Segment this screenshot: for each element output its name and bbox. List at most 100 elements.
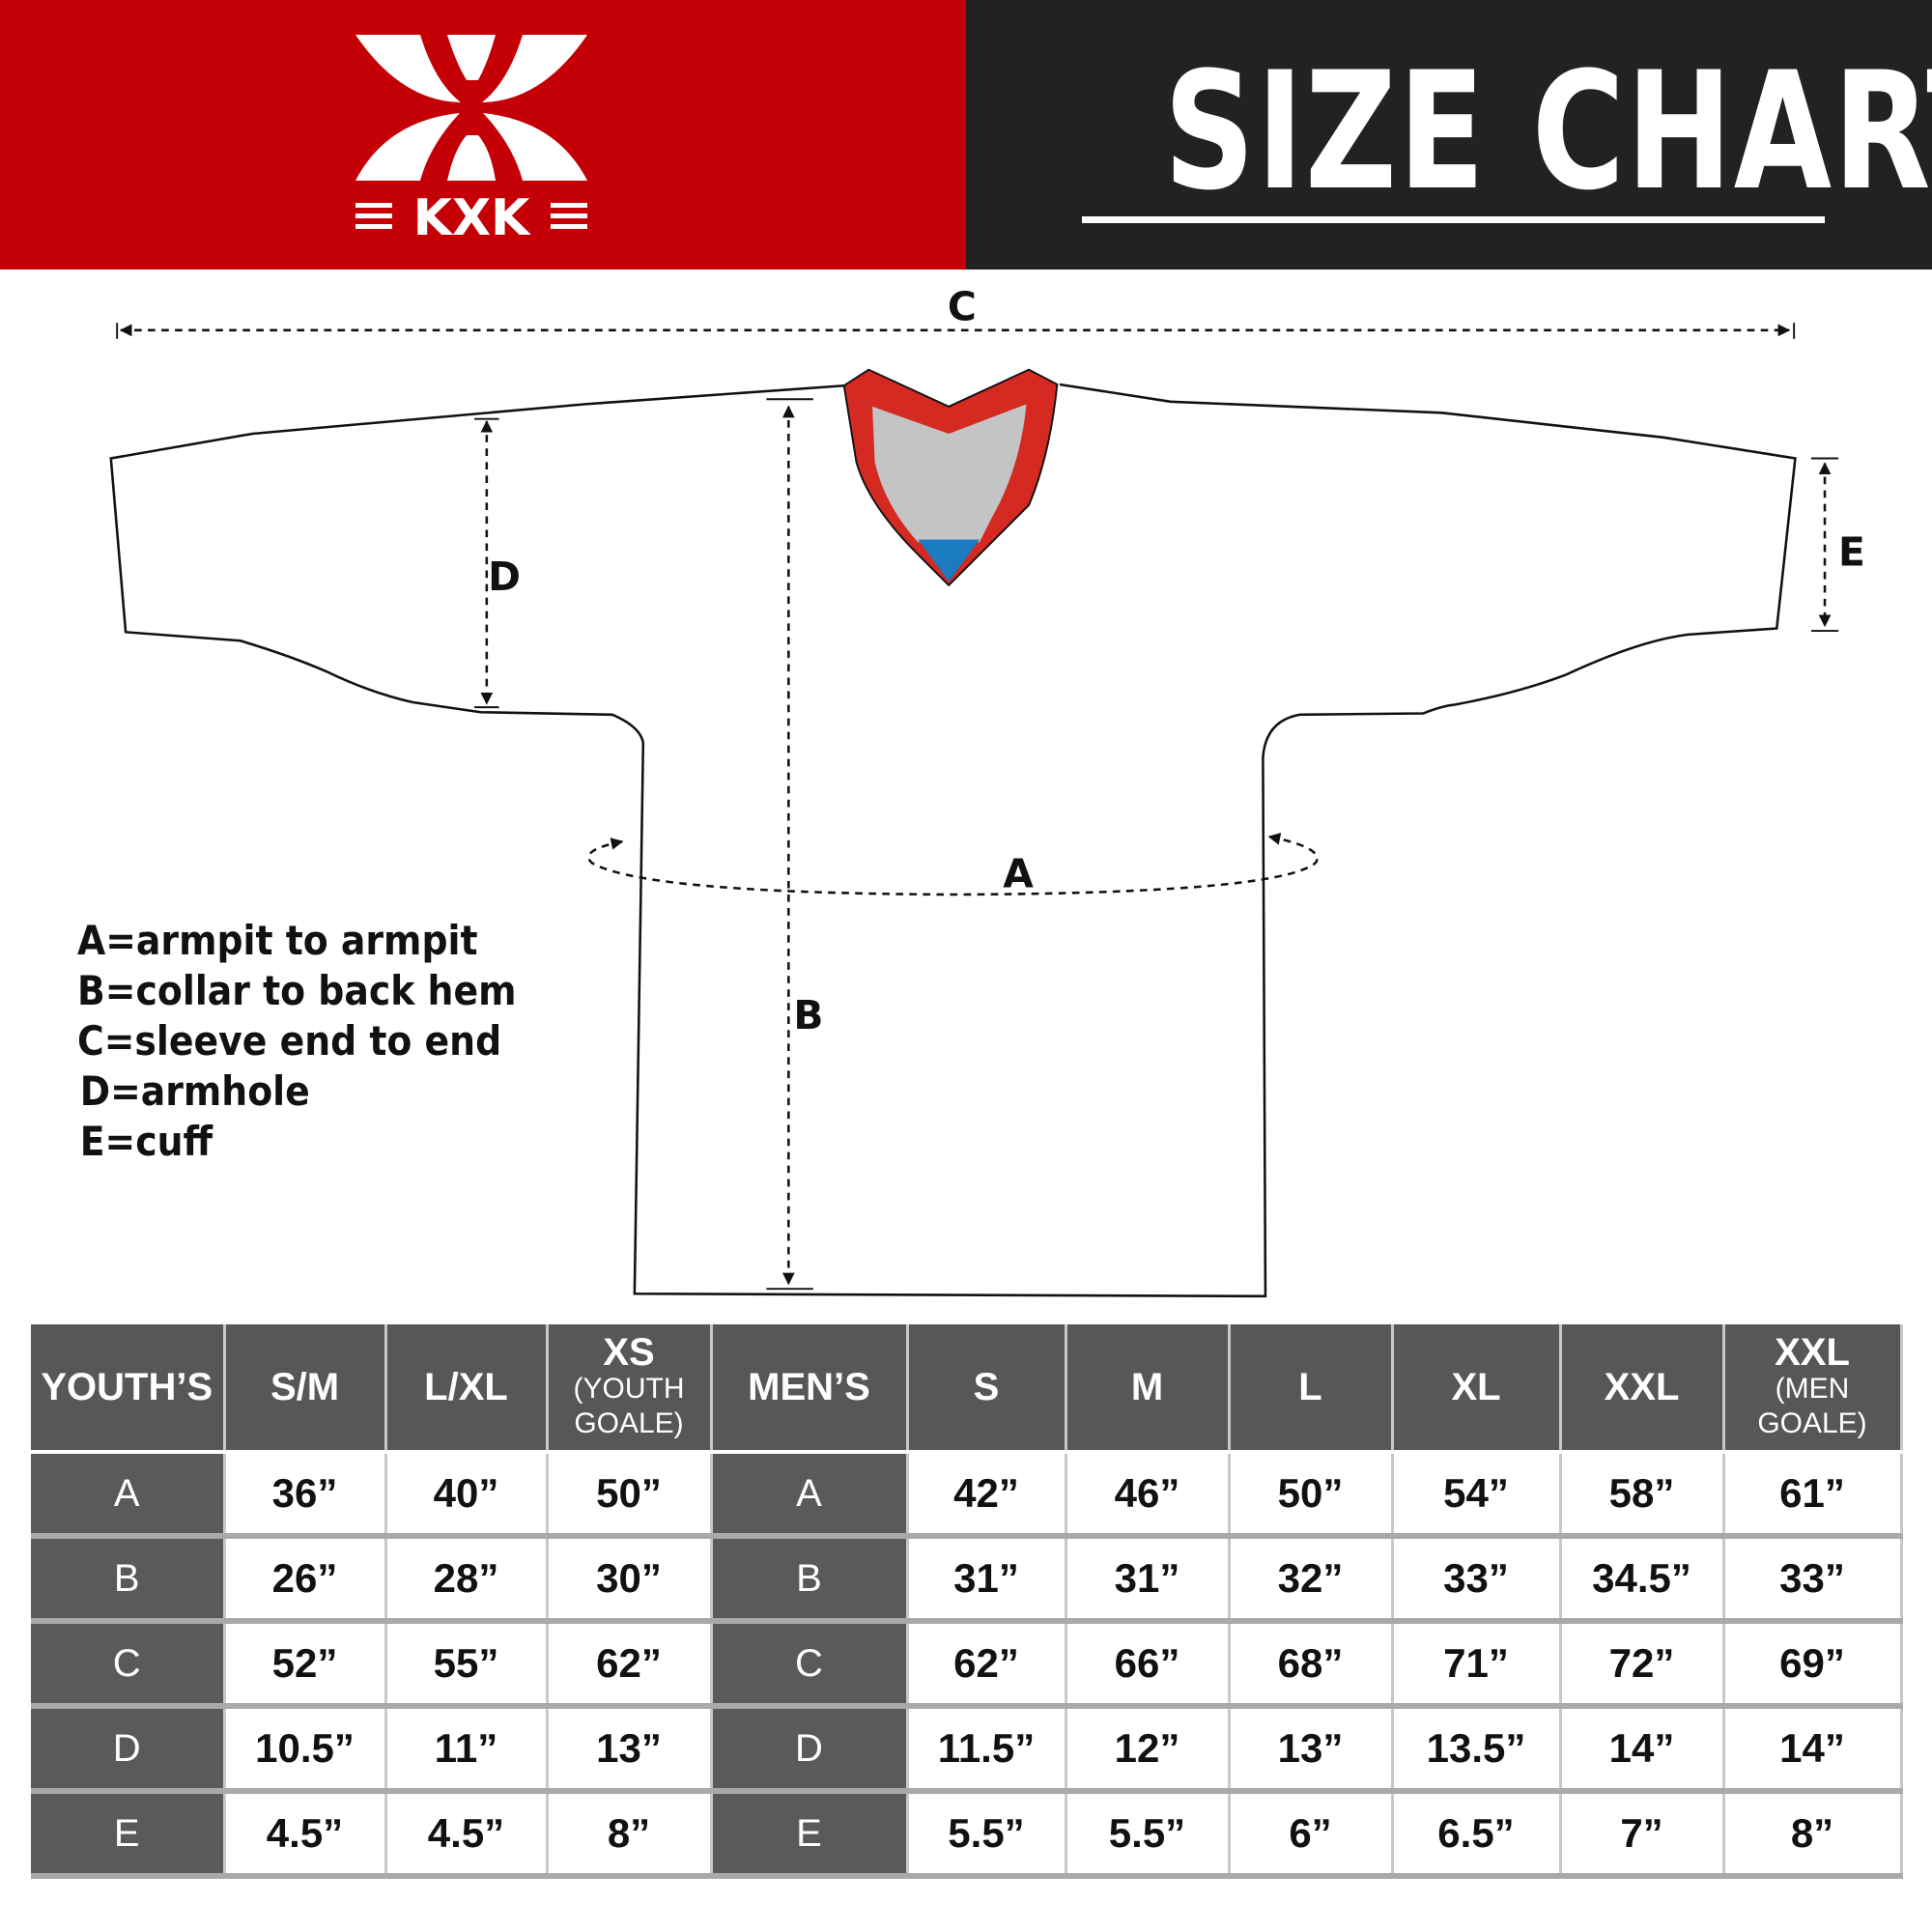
measurement-cell: 52” bbox=[224, 1618, 387, 1706]
measurement-cell: 66” bbox=[1065, 1618, 1231, 1706]
size-table: YOUTH’S S/M L/XL XS (YOUTH GOALE) MEN’S S M L XL XX… bbox=[31, 1324, 1903, 1879]
row-label-cell: D bbox=[31, 1703, 226, 1791]
column-header: S bbox=[907, 1324, 1067, 1452]
column-header-label: M bbox=[1130, 1366, 1164, 1408]
column-header: XL bbox=[1392, 1324, 1562, 1452]
measurement-cell: 28” bbox=[385, 1533, 549, 1621]
measurement-cell: 13” bbox=[547, 1703, 713, 1791]
label-e: E bbox=[1838, 528, 1865, 575]
table-row: B 26” 28” 30” B 31” 31” 32” 33” 34.5” 33” bbox=[31, 1533, 1903, 1621]
column-header: XXL bbox=[1560, 1324, 1725, 1452]
column-header: L bbox=[1229, 1324, 1394, 1452]
column-header-label: L bbox=[1298, 1366, 1322, 1408]
measure-a-line bbox=[587, 833, 1319, 896]
column-header-label: XL bbox=[1451, 1366, 1501, 1408]
row-label-cell: A bbox=[31, 1450, 226, 1536]
column-header: YOUTH’S bbox=[31, 1324, 226, 1452]
table-header-row: YOUTH’S S/M L/XL XS (YOUTH GOALE) MEN’S S M L XL XX… bbox=[31, 1324, 1903, 1452]
measurement-cell: 34.5” bbox=[1560, 1533, 1725, 1621]
legend-item: B=collar to back hem bbox=[77, 967, 517, 1014]
column-header-label: YOUTH’S bbox=[41, 1366, 213, 1408]
measurement-cell: 62” bbox=[907, 1618, 1067, 1706]
label-d: D bbox=[488, 554, 521, 600]
collar-notch bbox=[918, 539, 980, 582]
label-c: C bbox=[948, 284, 977, 330]
logo-text: KXK bbox=[413, 189, 531, 247]
measurement-legend: A=armpit to armpit B=collar to back hem … bbox=[77, 916, 516, 1167]
measurement-cell: 33” bbox=[1392, 1533, 1562, 1621]
measurement-cell: 8” bbox=[1723, 1788, 1903, 1879]
column-header-sublabel: GOALE) bbox=[574, 1407, 684, 1439]
column-header-label: S bbox=[973, 1366, 1000, 1408]
row-label-cell: C bbox=[31, 1618, 226, 1706]
measurement-cell: 40” bbox=[385, 1450, 549, 1536]
header-title-panel bbox=[966, 0, 1932, 270]
measurement-cell: 10.5” bbox=[224, 1703, 387, 1791]
measurement-cell: 4.5” bbox=[385, 1788, 549, 1879]
measurement-cell: 5.5” bbox=[1065, 1788, 1231, 1879]
measurement-cell: 72” bbox=[1560, 1618, 1725, 1706]
measurement-cell: 4.5” bbox=[224, 1788, 387, 1879]
measurement-cell: 61” bbox=[1723, 1450, 1903, 1536]
row-label-cell: D bbox=[711, 1703, 909, 1791]
measurement-cell: 58” bbox=[1560, 1450, 1725, 1536]
measurement-cell: 32” bbox=[1229, 1533, 1394, 1621]
column-header-label: XS bbox=[603, 1331, 655, 1374]
table-row: E 4.5” 4.5” 8” E 5.5” 5.5” 6” 6.5” 7” 8” bbox=[31, 1788, 1903, 1879]
measurement-cell: 31” bbox=[907, 1533, 1067, 1621]
measurement-cell: 6.5” bbox=[1392, 1788, 1562, 1879]
measurement-cell: 11.5” bbox=[907, 1703, 1067, 1791]
measurement-cell: 14” bbox=[1723, 1703, 1903, 1791]
table-row: A 36” 40” 50” A 42” 46” 50” 54” 58” 61” bbox=[31, 1450, 1903, 1536]
column-header-sublabel: (YOUTH bbox=[573, 1373, 685, 1405]
column-header-label: MEN’S bbox=[748, 1366, 870, 1408]
table-row: D 10.5” 11” 13” D 11.5” 12” 13” 13.5” 14” 14” bbox=[31, 1703, 1903, 1791]
measurement-cell: 50” bbox=[1229, 1450, 1394, 1536]
row-label-cell: B bbox=[31, 1533, 226, 1621]
label-a: A bbox=[1003, 850, 1034, 896]
title-underline bbox=[1082, 216, 1825, 223]
kxk-logo: KXK bbox=[355, 35, 587, 247]
measurement-cell: 42” bbox=[907, 1450, 1067, 1536]
measurement-cell: 14” bbox=[1560, 1703, 1725, 1791]
row-label-cell: E bbox=[31, 1788, 226, 1879]
column-header-label: XXL bbox=[1775, 1331, 1850, 1374]
row-label-cell: E bbox=[711, 1788, 909, 1879]
measurement-cell: 7” bbox=[1560, 1788, 1725, 1879]
measurement-cell: 68” bbox=[1229, 1618, 1394, 1706]
measurement-cell: 69” bbox=[1723, 1618, 1903, 1706]
column-header: S/M bbox=[224, 1324, 387, 1452]
legend-item: E=cuff bbox=[79, 1118, 213, 1165]
measurement-cell: 11” bbox=[385, 1703, 549, 1791]
column-header: MEN’S bbox=[711, 1324, 909, 1452]
row-label-cell: C bbox=[711, 1618, 909, 1706]
measurement-cell: 8” bbox=[547, 1788, 713, 1879]
column-header-sublabel: GOALE) bbox=[1757, 1407, 1867, 1439]
measurement-cell: 54” bbox=[1392, 1450, 1562, 1536]
column-header: M bbox=[1065, 1324, 1231, 1452]
column-header-label: L/XL bbox=[424, 1366, 508, 1408]
measurement-cell: 30” bbox=[547, 1533, 713, 1621]
measurement-cell: 13” bbox=[1229, 1703, 1394, 1791]
column-header: XXL (MEN GOALE) bbox=[1723, 1324, 1903, 1452]
legend-item: A=armpit to armpit bbox=[77, 917, 478, 964]
measurement-cell: 31” bbox=[1065, 1533, 1231, 1621]
legend-item: C=sleeve end to end bbox=[77, 1017, 502, 1065]
column-header-label: XXL bbox=[1604, 1366, 1680, 1408]
label-b: B bbox=[793, 992, 823, 1038]
column-header-sublabel: (MEN bbox=[1775, 1373, 1850, 1405]
measurement-cell: 71” bbox=[1392, 1618, 1562, 1706]
measurement-cell: 13.5” bbox=[1392, 1703, 1562, 1791]
measurement-cell: 33” bbox=[1723, 1533, 1903, 1621]
measurement-cell: 26” bbox=[224, 1533, 387, 1621]
table-row: C 52” 55” 62” C 62” 66” 68” 71” 72” 69” bbox=[31, 1618, 1903, 1706]
measurement-cell: 6” bbox=[1229, 1788, 1394, 1879]
row-label-cell: B bbox=[711, 1533, 909, 1621]
measurement-cell: 50” bbox=[547, 1450, 713, 1536]
measurement-cell: 55” bbox=[385, 1618, 549, 1706]
measurement-cell: 5.5” bbox=[907, 1788, 1067, 1879]
header-brand-panel: KXK bbox=[0, 0, 966, 270]
column-header-label: S/M bbox=[270, 1366, 340, 1408]
legend-item: D=armhole bbox=[79, 1067, 310, 1115]
